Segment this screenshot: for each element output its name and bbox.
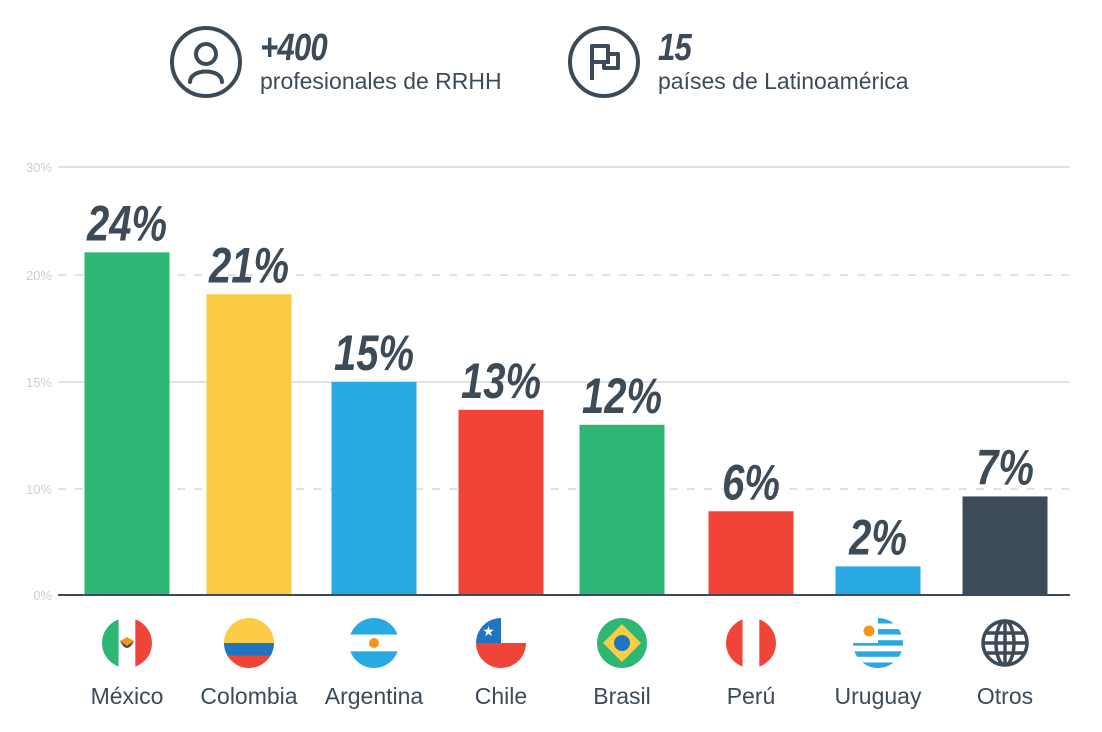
sun [369,638,379,648]
flag-part [349,618,399,635]
flag-part [224,655,274,668]
bar-chile [458,409,544,595]
flag-part [102,618,119,668]
bar-brasil [579,424,665,595]
person-icon [170,26,242,98]
flag-part [742,618,760,668]
flag-body [597,618,647,668]
globe-lines [981,619,1029,667]
category-label: Brasil [593,683,651,709]
stat-value: 15 [658,27,692,69]
flag-part [853,662,903,668]
globe [614,635,630,651]
category-label: Otros [977,683,1033,709]
flag-part [224,618,274,643]
data-label: 12% [582,368,662,424]
y-tick-label: 15% [26,375,52,390]
emblem [120,637,134,646]
flag-body [102,618,152,668]
bar-uruguay [835,566,921,595]
bar-perú [708,511,794,595]
stat-label: países de Latinoamérica [658,68,909,94]
sun [863,625,875,637]
bar-otros [962,496,1048,595]
flag-body: ★ [476,618,526,668]
category-label: Chile [475,683,527,709]
stat-value: +400 [260,27,328,69]
globe-icon [981,619,1029,667]
flag-body [224,618,274,668]
chile-flag-icon: ★ [476,618,526,668]
star: ★ [482,623,495,639]
category-label: Argentina [325,683,424,709]
data-label: 6% [722,454,780,510]
flag-part [726,618,743,668]
flag-body [726,618,776,668]
flag-part [853,651,903,657]
mexico-flag-icon [102,618,152,668]
bar-argentina [331,382,417,595]
data-label: 7% [976,439,1034,495]
stat-countries: 15 países de Latinoamérica [568,26,909,98]
peru-flag-icon [726,618,776,668]
colombia-flag-icon [224,618,274,668]
bar-colombia [206,294,292,595]
data-label: 24% [86,195,167,251]
flag-part [853,656,903,663]
data-label: 13% [461,353,541,409]
y-tick-label: 30% [26,160,52,175]
brasil-flag-icon [597,618,647,668]
flag-part [759,618,776,668]
category-label: Perú [727,683,776,709]
flag-body [853,618,903,668]
y-tick-label: 20% [26,268,52,283]
category-label: Colombia [200,683,297,709]
category-label: México [91,683,164,709]
flag-part [135,618,152,668]
flag-body [349,618,399,668]
data-label: 15% [334,325,414,381]
flag-part [476,643,526,668]
flag-icon [568,26,640,98]
category-label: Uruguay [835,683,922,709]
bar-méxico [84,252,170,595]
flag-part [349,651,399,668]
argentina-flag-icon [349,618,399,668]
data-label: 21% [208,237,289,293]
uruguay-flag-icon [853,618,903,668]
flag-part [224,643,274,656]
stat-label: profesionales de RRHH [260,68,502,94]
data-label: 2% [848,509,907,565]
flag-part [853,645,903,652]
stat-professionals: +400 profesionales de RRHH [170,26,502,98]
y-tick-label: 10% [26,482,52,497]
y-tick-label: 0% [33,588,52,603]
